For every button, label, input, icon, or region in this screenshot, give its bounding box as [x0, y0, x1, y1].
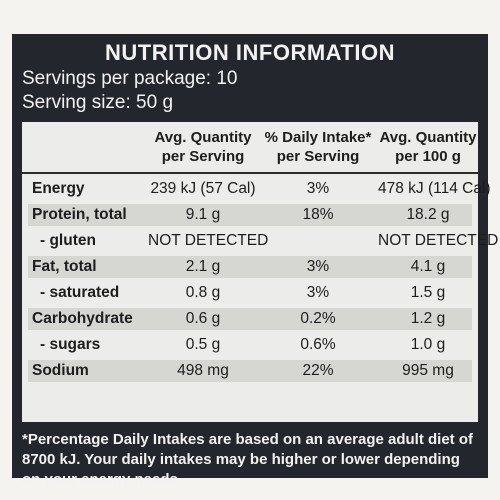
cell-per-100g: 995 mg	[402, 362, 454, 379]
row-label: Energy	[32, 180, 85, 197]
servings-per-package: Servings per package: 10	[22, 68, 238, 89]
row-shading	[28, 256, 472, 278]
cell-per-serving: 498 mg	[177, 362, 229, 379]
table-row: Fat, total 2.1 g 3% 4.1 g	[22, 254, 478, 280]
cell-per-100g: 1.5 g	[410, 284, 446, 301]
header-avg-per-100g: Avg. Quantity per 100 g	[378, 128, 478, 166]
serving-size: Serving size: 50 g	[22, 92, 174, 113]
table-row: Energy 239 kJ (57 Cal) 3% 478 kJ (114 Ca…	[22, 176, 491, 202]
cell-per-100g: 1.0 g	[410, 336, 446, 353]
cell-per-100g: NOT DETECTED	[378, 232, 499, 249]
cell-daily: 0.6%	[300, 336, 336, 353]
cell-per-serving: 239 kJ (57 Cal)	[150, 180, 256, 197]
cell-per-serving: 0.8 g	[185, 284, 221, 301]
table-row: - gluten NOT DETECTED NOT DETECTED	[22, 228, 499, 254]
header-rule	[22, 172, 478, 174]
nutrition-table: Avg. Quantity per Serving % Daily Intake…	[22, 122, 499, 422]
cell-daily: 18%	[302, 206, 334, 223]
panel-title: NUTRITION INFORMATION	[105, 40, 395, 65]
row-label: Protein, total	[32, 206, 127, 223]
row-label: - saturated	[40, 284, 120, 301]
header-line: Avg. Quantity per Serving	[154, 129, 252, 165]
cell-daily: 0.2%	[300, 310, 336, 327]
row-label: Carbohydrate	[32, 310, 133, 327]
cell-per-100g: 18.2 g	[406, 206, 450, 223]
cell-daily: 3%	[306, 284, 330, 301]
cell-per-100g: 1.2 g	[410, 310, 446, 327]
row-label: Sodium	[32, 362, 89, 379]
table-row: - sugars 0.5 g 0.6% 1.0 g	[22, 332, 478, 358]
cell-daily: 3%	[306, 180, 330, 197]
header-daily-intake: % Daily Intake* per Serving	[260, 128, 376, 166]
header-avg-per-serving: Avg. Quantity per Serving	[148, 128, 258, 166]
cell-per-100g: 4.1 g	[410, 258, 446, 275]
cell-per-serving: 0.6 g	[185, 310, 221, 327]
row-label: - sugars	[40, 336, 101, 353]
table-row: Protein, total 9.1 g 18% 18.2 g	[22, 202, 478, 228]
table-row: - saturated 0.8 g 3% 1.5 g	[22, 280, 478, 306]
cell-per-100g: 478 kJ (114 Cal)	[378, 180, 491, 197]
row-label: - gluten	[40, 232, 96, 249]
cell-per-serving: 2.1 g	[185, 258, 221, 275]
footnote: *Percentage Daily Intakes are based on a…	[22, 431, 474, 488]
table-row: Carbohydrate 0.6 g 0.2% 1.2 g	[22, 306, 478, 332]
row-shading	[28, 204, 472, 226]
header-line: % Daily Intake* per Serving	[264, 129, 372, 165]
table-row: Sodium 498 mg 22% 995 mg	[22, 358, 478, 384]
row-shading	[28, 308, 472, 330]
cell-daily: 22%	[302, 362, 334, 379]
nutrition-panel: NUTRITION INFORMATION Servings per packa…	[12, 34, 499, 488]
header-line: Avg. Quantity per 100 g	[379, 129, 477, 165]
row-label: Fat, total	[32, 258, 97, 275]
cell-per-serving: 0.5 g	[185, 336, 221, 353]
cell-per-serving: NOT DETECTED	[148, 232, 269, 249]
cell-daily: 3%	[306, 258, 330, 275]
cell-per-serving: 9.1 g	[185, 206, 221, 223]
row-shading	[28, 360, 472, 382]
